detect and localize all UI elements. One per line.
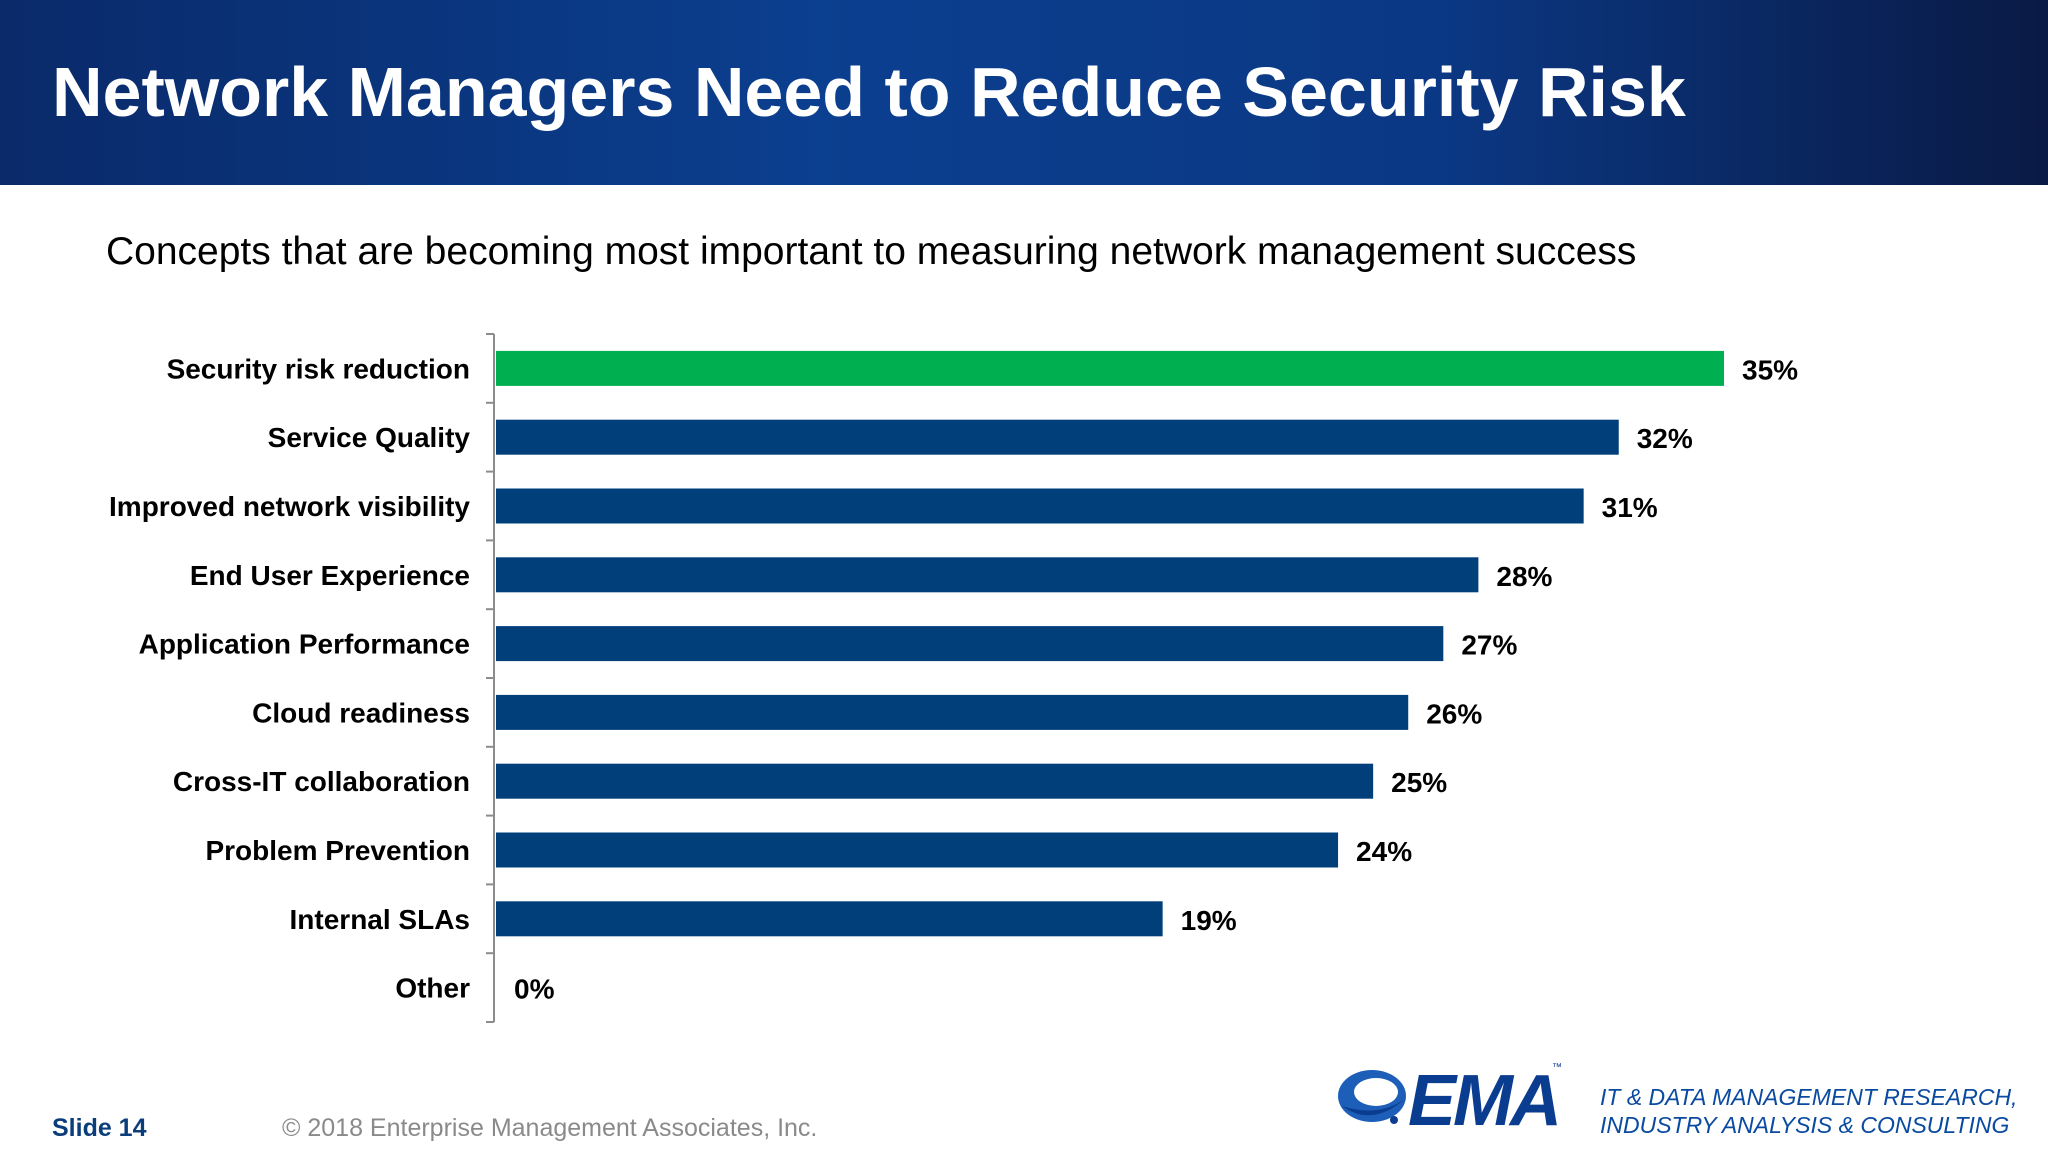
company-tagline: IT & DATA MANAGEMENT RESEARCH, INDUSTRY … <box>1600 1083 2017 1139</box>
bar <box>496 832 1339 868</box>
data-label: 24% <box>1356 836 1412 867</box>
bar <box>496 626 1444 662</box>
category-label: End User Experience <box>190 560 470 591</box>
ema-swoosh-icon <box>1338 1070 1406 1124</box>
data-label: 28% <box>1496 561 1552 592</box>
logo-wordmark: EMA <box>1408 1061 1562 1141</box>
bar <box>496 557 1479 593</box>
data-label: 27% <box>1461 630 1517 661</box>
tagline-line-2: INDUSTRY ANALYSIS & CONSULTING <box>1600 1112 2010 1138</box>
bar <box>496 901 1163 937</box>
data-label: 19% <box>1181 905 1237 936</box>
category-label: Other <box>395 973 470 1004</box>
category-label: Improved network visibility <box>109 491 470 522</box>
data-label: 32% <box>1637 423 1693 454</box>
data-label: 31% <box>1602 492 1658 523</box>
bar <box>496 488 1584 524</box>
data-label: 0% <box>514 974 555 1005</box>
bar <box>496 350 1724 386</box>
bar <box>496 419 1619 455</box>
category-label: Security risk reduction <box>167 353 470 384</box>
category-label: Cloud readiness <box>252 697 470 728</box>
category-label: Application Performance <box>139 629 470 660</box>
category-label: Problem Prevention <box>205 835 470 866</box>
bar <box>496 694 1409 730</box>
data-label: 26% <box>1426 698 1482 729</box>
tagline-line-1: IT & DATA MANAGEMENT RESEARCH, <box>1600 1084 2018 1110</box>
ema-logo: EMA ™ <box>1330 1052 1570 1142</box>
category-label: Cross-IT collaboration <box>173 766 470 797</box>
data-label: 25% <box>1391 767 1447 798</box>
copyright-notice: © 2018 Enterprise Management Associates,… <box>282 1114 818 1142</box>
chart-subtitle: Concepts that are becoming most importan… <box>106 230 1637 273</box>
slide-number: Slide 14 <box>52 1114 147 1142</box>
title-banner <box>0 0 2048 185</box>
slide-title: Network Managers Need to Reduce Security… <box>52 53 1686 131</box>
category-label: Internal SLAs <box>290 904 470 935</box>
bar <box>496 763 1374 799</box>
logo-trademark: ™ <box>1552 1062 1562 1073</box>
category-label: Service Quality <box>268 422 471 453</box>
data-label: 35% <box>1742 354 1798 385</box>
